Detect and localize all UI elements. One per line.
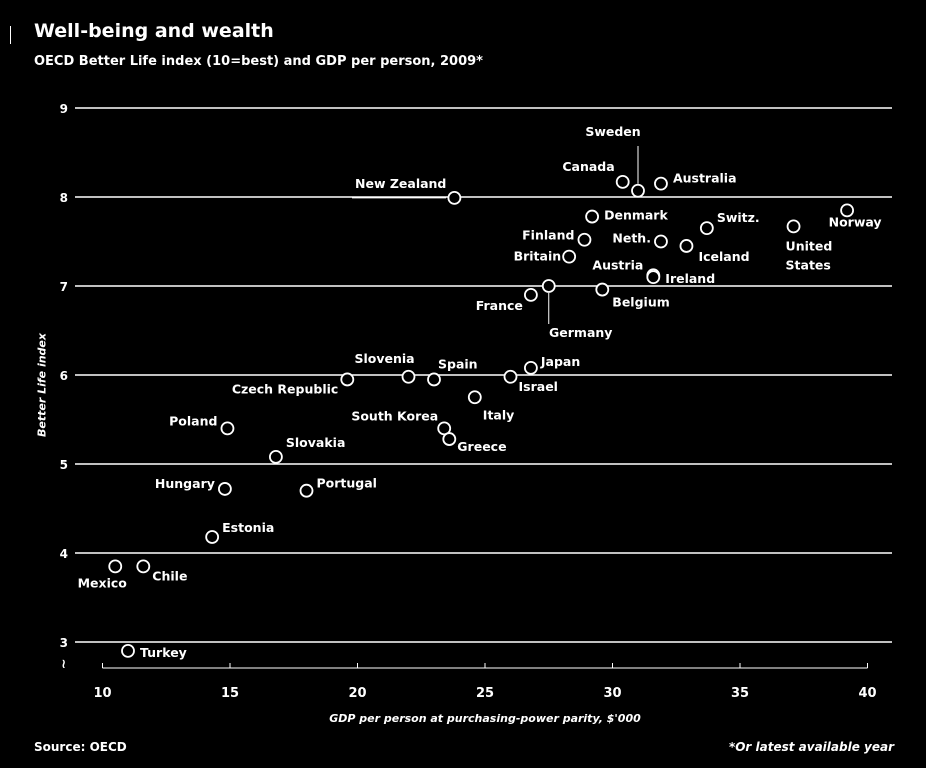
y-tick-label: 4 <box>60 547 68 561</box>
point-iceland <box>679 239 694 253</box>
point-turkey <box>121 644 135 658</box>
x-axis: 10 15 20 25 30 35 40 <box>93 663 877 701</box>
label-greece: Greece <box>457 439 506 454</box>
label-turkey: Turkey <box>140 645 187 660</box>
chart-subtitle: OECD Better Life index (10=best) and GDP… <box>34 54 483 69</box>
label-israel: Israel <box>519 379 558 394</box>
label-united-states: United States <box>786 238 833 272</box>
y-tick-label: 8 <box>60 191 68 205</box>
label-iceland: Iceland <box>698 249 749 264</box>
point-finland <box>577 232 592 247</box>
grid-lines <box>75 107 892 643</box>
label-belgium: Belgium <box>612 295 669 310</box>
label-canada: Canada <box>562 159 614 174</box>
point-labels: Turkey Mexico Chile Estonia Hungary Portugal S… <box>78 124 882 660</box>
label-portugal: Portugal <box>317 476 377 491</box>
label-new-zealand: New Zealand <box>355 176 446 191</box>
x-tick-label: 10 <box>93 686 111 701</box>
label-norway: Norway <box>829 214 882 229</box>
label-australia: Australia <box>673 171 737 186</box>
point-chile <box>136 559 151 574</box>
y-tick-label: 7 <box>60 280 68 294</box>
point-italy <box>467 390 482 405</box>
point-neth <box>654 234 668 249</box>
y-tick-label: 3 <box>60 636 68 650</box>
label-france: France <box>476 298 523 313</box>
x-tick-label: 40 <box>858 686 876 701</box>
x-tick-label: 20 <box>348 686 366 701</box>
label-britain: Britain <box>514 249 562 264</box>
point-canada <box>615 174 630 189</box>
label-ireland: Ireland <box>665 271 715 286</box>
point-portugal <box>299 483 314 498</box>
x-tick-label: 35 <box>731 686 749 701</box>
label-hungary: Hungary <box>155 476 215 491</box>
label-italy: Italy <box>483 407 515 422</box>
point-australia <box>654 176 668 191</box>
point-sweden <box>631 183 645 198</box>
label-austria: Austria <box>592 257 643 272</box>
label-chile: Chile <box>152 568 187 583</box>
chart-title: Well-being and wealth <box>34 20 274 42</box>
x-tick-label: 25 <box>476 686 494 701</box>
label-poland: Poland <box>169 413 217 428</box>
point-switz <box>699 221 714 236</box>
point-france <box>524 287 538 302</box>
source-note: Source: OECD <box>34 740 127 754</box>
y-tick-label: 9 <box>60 102 68 116</box>
y-tick-label: 6 <box>60 369 68 383</box>
point-czech-republic <box>340 372 355 387</box>
label-sweden: Sweden <box>585 124 640 139</box>
leader-lines <box>352 146 639 324</box>
point-spain <box>427 372 441 387</box>
point-hungary <box>217 482 232 496</box>
axis-break-icon: ≀ <box>61 657 66 672</box>
point-norway <box>840 203 854 218</box>
point-denmark <box>585 209 599 224</box>
point-israel <box>503 369 518 384</box>
label-switz: Switz. <box>717 210 760 225</box>
label-japan: Japan <box>540 354 580 369</box>
label-estonia: Estonia <box>222 520 274 535</box>
point-slovenia <box>401 369 416 384</box>
label-finland: Finland <box>522 228 574 243</box>
footnote: *Or latest available year <box>728 740 894 754</box>
point-japan <box>524 360 538 375</box>
point-mexico <box>108 559 123 574</box>
x-axis-label: GDP per person at purchasing-power parit… <box>329 712 641 725</box>
label-denmark: Denmark <box>604 208 668 223</box>
point-belgium <box>595 282 610 297</box>
y-tick-labels: 3 4 5 6 7 8 9 ≀ <box>60 102 68 672</box>
label-slovenia: Slovenia <box>354 351 414 366</box>
label-neth: Neth. <box>612 231 651 246</box>
label-mexico: Mexico <box>78 575 128 590</box>
label-czech-republic: Czech Republic <box>232 381 338 396</box>
y-axis-label: Better Life index <box>35 333 49 437</box>
point-ireland <box>646 270 661 285</box>
x-tick-label: 30 <box>603 686 621 701</box>
y-tick-label: 5 <box>60 458 68 472</box>
point-britain <box>562 249 577 264</box>
corner-rule <box>10 26 11 44</box>
point-germany <box>541 279 556 293</box>
label-slovakia: Slovakia <box>286 435 346 450</box>
x-tick-label: 15 <box>221 686 239 701</box>
data-points <box>108 174 854 658</box>
point-poland <box>220 421 235 436</box>
label-germany: Germany <box>549 325 612 340</box>
point-new-zealand <box>447 190 462 205</box>
point-south-korea <box>437 421 452 436</box>
label-spain: Spain <box>438 356 478 371</box>
point-greece <box>442 432 457 446</box>
point-united-states <box>786 219 801 234</box>
point-estonia <box>205 530 220 544</box>
point-slovakia <box>268 449 283 464</box>
label-south-korea: South Korea <box>351 408 438 423</box>
